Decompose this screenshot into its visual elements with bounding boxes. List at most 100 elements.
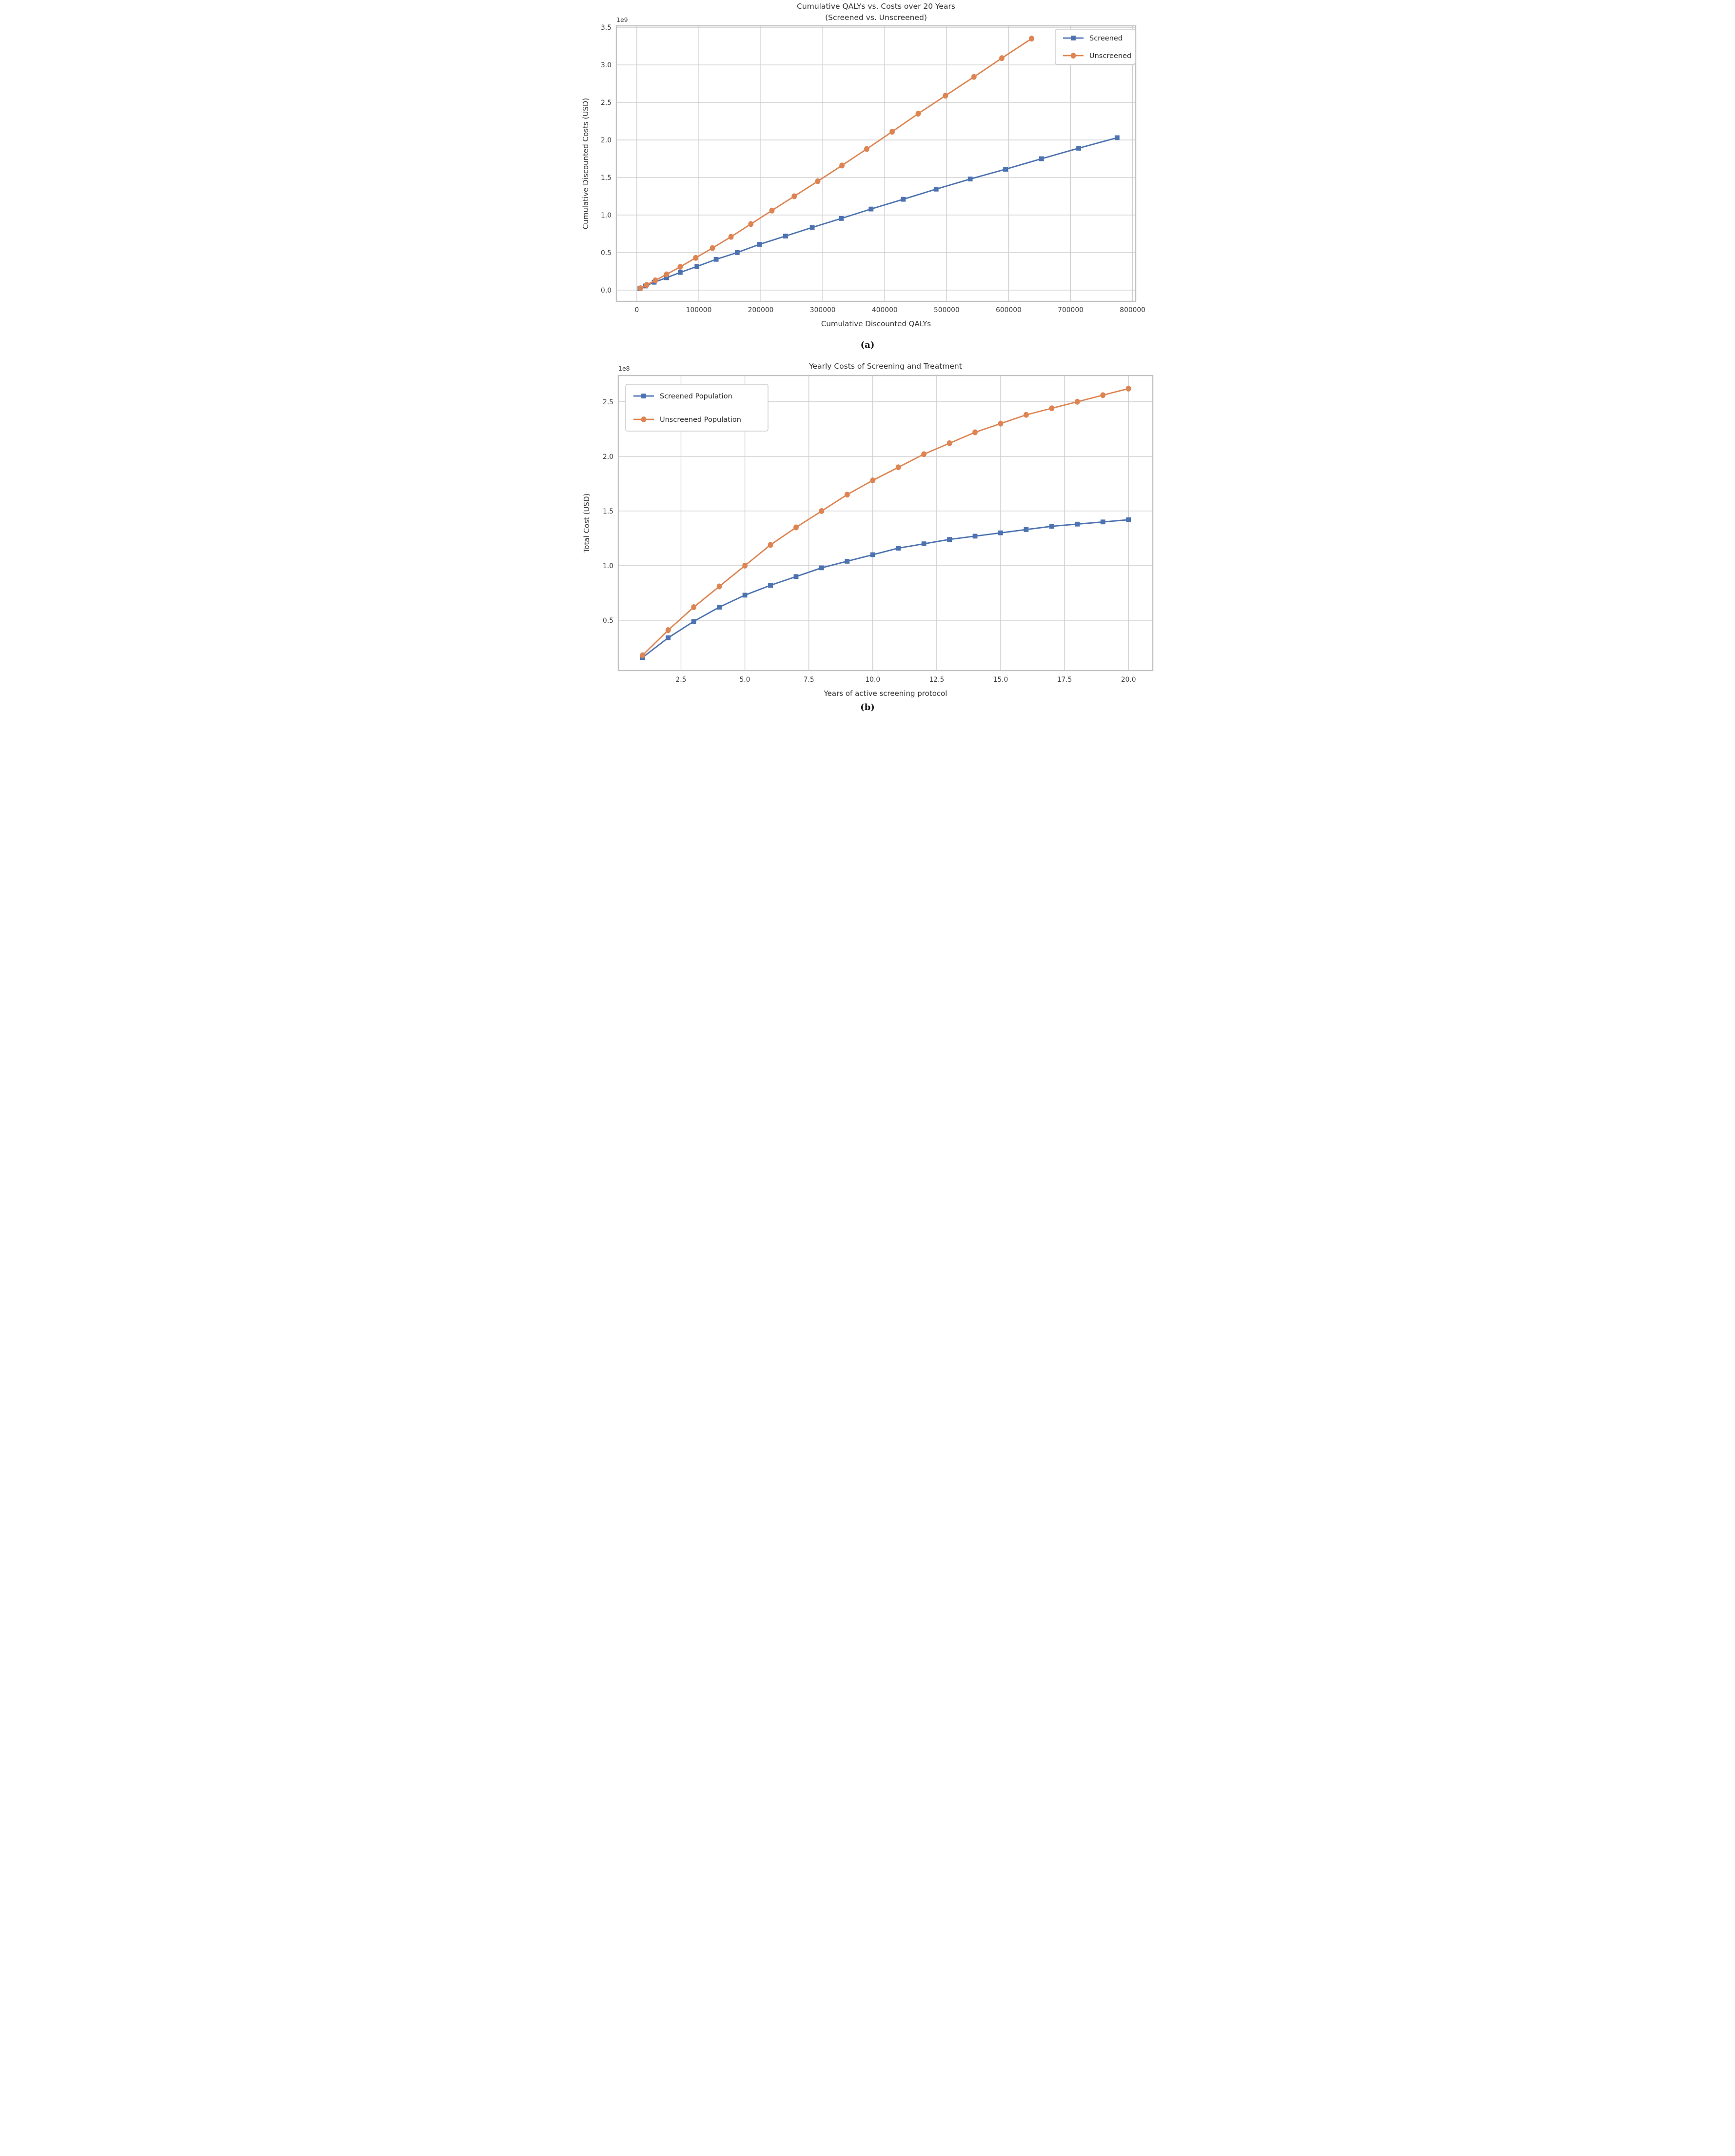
- x-axis-label: Cumulative Discounted QALYs: [821, 319, 931, 328]
- legend-label: Screened: [1089, 35, 1123, 42]
- data-point-marker: [839, 162, 845, 169]
- x-axis-label: Years of active screening protocol: [824, 689, 947, 698]
- chart-title: Cumulative QALYs vs. Costs over 20 Years: [797, 2, 955, 11]
- data-point-marker: [896, 546, 901, 551]
- data-point-marker: [742, 562, 748, 569]
- data-point-marker: [678, 270, 683, 275]
- data-point-marker: [999, 55, 1005, 61]
- data-point-marker: [1074, 398, 1080, 405]
- data-point-marker: [998, 530, 1003, 535]
- data-point-marker: [1039, 156, 1044, 161]
- x-tick-label: 500000: [934, 306, 960, 314]
- legend-box: [625, 384, 769, 432]
- x-tick-label: 7.5: [804, 676, 814, 684]
- data-point-marker: [734, 250, 740, 255]
- legend-label: Screened Population: [660, 393, 732, 400]
- data-point-marker: [1100, 519, 1105, 525]
- data-point-marker: [693, 255, 699, 261]
- x-tick-label: 100000: [686, 306, 712, 314]
- y-axis-label: Cumulative Discounted Costs (USD): [581, 98, 590, 229]
- data-point-marker: [791, 193, 797, 199]
- x-tick-label: 12.5: [929, 676, 945, 684]
- data-point-marker: [677, 264, 683, 270]
- data-point-marker: [713, 257, 719, 262]
- data-point-marker: [1003, 167, 1008, 172]
- data-point-marker: [783, 234, 788, 238]
- data-point-marker: [664, 275, 669, 280]
- chart-a-canvas: Cumulative QALYs vs. Costs over 20 Years…: [581, 2, 1145, 328]
- series-unscreened-population: [640, 385, 1131, 658]
- legend-square-marker-icon: [641, 394, 646, 398]
- chart-a-figure: Cumulative QALYs vs. Costs over 20 Years…: [578, 0, 1157, 356]
- x-tick-label: 17.5: [1057, 676, 1072, 684]
- data-point-marker: [998, 420, 1004, 427]
- plot-area: [616, 26, 1136, 301]
- y-tick-label: 3.5: [601, 24, 611, 32]
- data-point-marker: [710, 245, 715, 251]
- caption-b: (b): [860, 702, 875, 712]
- data-point-marker: [652, 277, 658, 283]
- data-point-marker: [1024, 412, 1029, 418]
- data-point-marker: [638, 285, 643, 292]
- data-point-marker: [716, 583, 722, 590]
- data-point-marker: [1114, 135, 1120, 140]
- series-line: [642, 519, 1129, 658]
- data-point-marker: [921, 541, 927, 546]
- y-tick-label: 1.5: [603, 508, 613, 515]
- data-point-marker: [889, 129, 895, 135]
- data-point-marker: [1049, 524, 1054, 529]
- data-point-marker: [947, 537, 952, 542]
- data-point-marker: [809, 225, 815, 230]
- data-point-marker: [967, 177, 973, 181]
- data-point-marker: [694, 264, 700, 269]
- data-point-marker: [1126, 517, 1131, 522]
- y-tick-label: 3.0: [601, 61, 611, 69]
- data-point-marker: [868, 206, 874, 212]
- data-point-marker: [1125, 385, 1131, 392]
- data-point-marker: [1076, 146, 1081, 151]
- x-tick-label: 700000: [1058, 306, 1084, 314]
- legend-circle-marker-icon: [1070, 53, 1076, 59]
- series-screened-population: [640, 517, 1131, 660]
- data-point-marker: [870, 477, 876, 484]
- y-tick-label: 0.5: [603, 617, 613, 625]
- series-unscreened: [638, 36, 1034, 292]
- axes-spines: [615, 25, 1137, 302]
- x-tick-label: 20.0: [1121, 676, 1136, 684]
- legend: Screened Unscreened: [1055, 29, 1136, 65]
- data-point-marker: [742, 593, 748, 598]
- data-point-marker: [665, 627, 671, 633]
- data-point-marker: [793, 574, 799, 579]
- data-point-marker: [819, 508, 825, 514]
- series-line: [642, 388, 1129, 656]
- y-tick-label: 2.5: [603, 398, 613, 406]
- data-point-marker: [943, 93, 948, 99]
- caption-a: (a): [860, 340, 875, 350]
- data-point-marker: [819, 565, 824, 571]
- x-tick-label: 0: [635, 306, 639, 314]
- chart-b-canvas: Yearly Costs of Screening and Treatment 1…: [582, 362, 1154, 698]
- data-point-marker: [864, 146, 869, 152]
- y-tick-label: 1.5: [601, 174, 611, 182]
- y-tick-label: 2.5: [601, 99, 611, 107]
- y-axis-offset-text: 1e9: [616, 16, 628, 23]
- chart-b-figure: Yearly Costs of Screening and Treatment 1…: [578, 356, 1157, 719]
- chart-title: Yearly Costs of Screening and Treatment: [808, 362, 962, 371]
- data-point-marker: [901, 197, 906, 202]
- data-point-marker: [839, 216, 844, 221]
- data-point-marker: [728, 234, 734, 240]
- data-point-marker: [691, 604, 697, 611]
- data-point-marker: [768, 583, 773, 588]
- y-tick-label: 1.0: [601, 212, 611, 219]
- data-point-marker: [717, 605, 722, 610]
- x-tick-label: 600000: [996, 306, 1022, 314]
- x-tick-label: 10.0: [865, 676, 880, 684]
- y-tick-label: 1.0: [603, 562, 613, 570]
- data-point-marker: [895, 464, 901, 471]
- axes-spines: [617, 375, 1154, 672]
- x-tick-label: 15.0: [993, 676, 1008, 684]
- y-axis-label: Total Cost (USD): [582, 494, 591, 554]
- y-tick-label: 0.5: [601, 249, 611, 257]
- x-tick-label: 400000: [872, 306, 898, 314]
- data-point-marker: [870, 552, 875, 557]
